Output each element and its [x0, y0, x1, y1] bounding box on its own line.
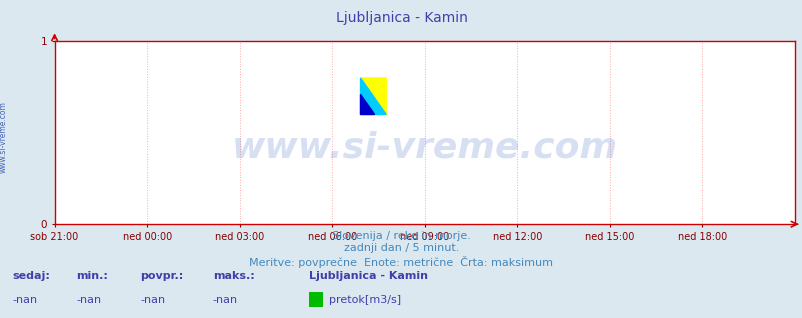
Polygon shape [360, 94, 375, 114]
Text: pretok[m3/s]: pretok[m3/s] [329, 295, 401, 305]
Polygon shape [360, 78, 386, 114]
Text: Meritve: povprečne  Enote: metrične  Črta: maksimum: Meritve: povprečne Enote: metrične Črta:… [249, 256, 553, 268]
Text: Slovenija / reke in morje.: Slovenija / reke in morje. [332, 231, 470, 240]
Text: povpr.:: povpr.: [140, 272, 184, 281]
Text: -nan: -nan [213, 295, 237, 305]
Text: maks.:: maks.: [213, 272, 254, 281]
Text: min.:: min.: [76, 272, 108, 281]
Text: Ljubljanica - Kamin: Ljubljanica - Kamin [309, 272, 427, 281]
Polygon shape [360, 78, 386, 114]
Text: -nan: -nan [140, 295, 165, 305]
Text: www.si-vreme.com: www.si-vreme.com [232, 130, 617, 164]
Text: -nan: -nan [12, 295, 37, 305]
Text: -nan: -nan [76, 295, 101, 305]
Text: zadnji dan / 5 minut.: zadnji dan / 5 minut. [343, 243, 459, 253]
Text: sedaj:: sedaj: [12, 272, 50, 281]
Text: Ljubljanica - Kamin: Ljubljanica - Kamin [335, 11, 467, 25]
Text: www.si-vreme.com: www.si-vreme.com [0, 101, 8, 173]
